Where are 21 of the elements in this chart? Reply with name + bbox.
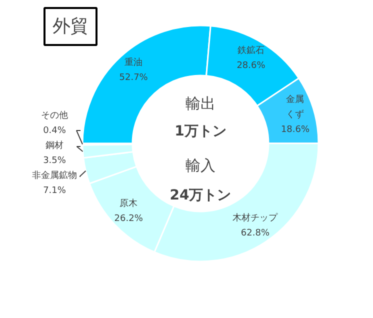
text: 輸出 (186, 94, 216, 112)
slice-label: 鉄鉱石 (237, 44, 264, 56)
data-label: 26.2% (114, 214, 144, 224)
slice-label: 重油 (124, 57, 143, 68)
slice-label: 金属くず (286, 94, 304, 120)
text: 24万トン (170, 188, 232, 204)
data-label: 7.1% (43, 186, 66, 196)
text: 輸入 (186, 156, 216, 174)
slice-label: 鋼材 (46, 140, 64, 151)
data-label: 0.4% (43, 126, 66, 136)
data-label: 28.6% (236, 60, 266, 71)
slice-label: 原木 (120, 198, 138, 210)
slice-label: その他 (41, 110, 68, 121)
data-label: 3.5% (43, 156, 66, 166)
text: 1万トン (174, 124, 226, 140)
data-label: 62.8% (240, 228, 270, 239)
slice-label: 非金属鉱物 (32, 170, 77, 181)
slice-label: 木材チップ (232, 212, 279, 224)
chart-title: 外貿 (52, 16, 88, 37)
data-label: 52.7% (119, 73, 148, 84)
data-label: 18.6% (280, 124, 310, 135)
